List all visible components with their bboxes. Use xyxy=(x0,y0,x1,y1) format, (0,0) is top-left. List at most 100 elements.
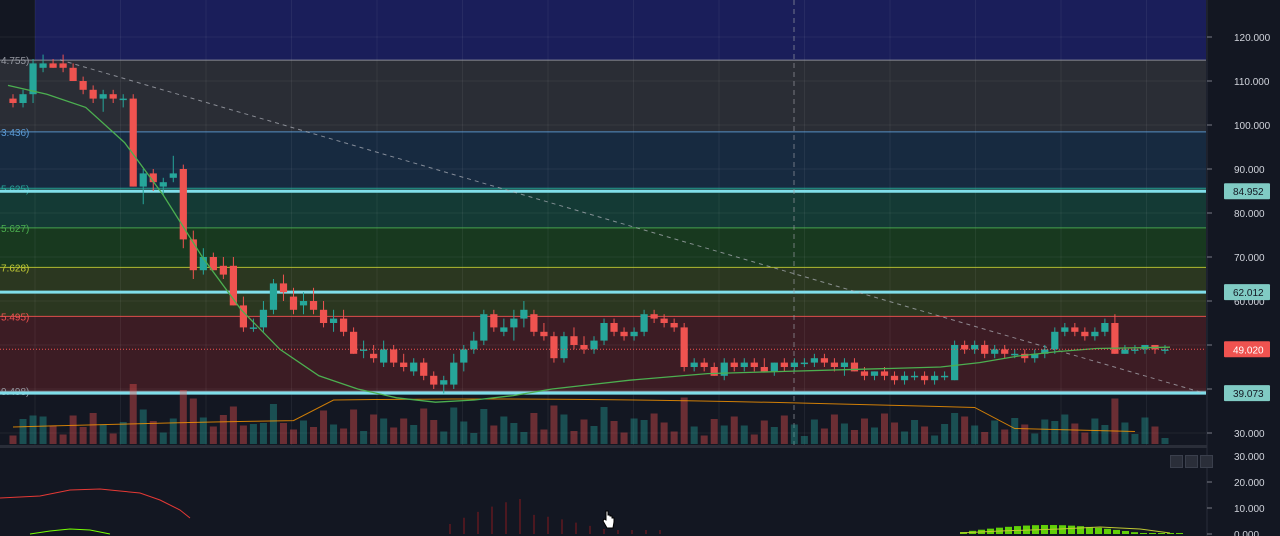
candle-body xyxy=(430,375,438,385)
pane-maximize-button[interactable] xyxy=(1170,455,1183,468)
volume-bar xyxy=(279,423,287,444)
volume-bar xyxy=(1151,426,1159,444)
volume-bar xyxy=(340,428,348,444)
candle-body xyxy=(680,327,688,367)
volume-bar xyxy=(129,384,137,444)
oscillator-histogram-green xyxy=(1086,526,1093,534)
volume-bar xyxy=(570,431,578,444)
volume-bar xyxy=(229,406,237,444)
candle-body xyxy=(1061,327,1069,332)
oscillator-histogram-green xyxy=(1104,528,1111,534)
candle-body xyxy=(920,375,929,381)
volume-bar xyxy=(69,415,77,444)
volume-bar xyxy=(1091,418,1099,444)
fib-label: 7.628) xyxy=(1,263,29,274)
pane-minimize-button[interactable] xyxy=(1185,455,1198,468)
oscillator-red-line xyxy=(0,488,191,519)
volume-bar xyxy=(470,433,478,444)
volume-bar xyxy=(139,409,147,444)
candle-body xyxy=(1071,327,1079,332)
volume-bar xyxy=(500,416,508,444)
candle-body xyxy=(610,323,618,332)
price-badge-label: 62.012 xyxy=(1233,288,1264,299)
candle-body xyxy=(1121,349,1129,354)
candle-body xyxy=(1101,323,1109,332)
price-axis-label: 120.000 xyxy=(1234,33,1271,44)
candle-body xyxy=(370,353,378,359)
volume-bar xyxy=(1031,433,1039,444)
candle-body xyxy=(560,336,568,359)
candle-body xyxy=(670,323,678,328)
candle-body xyxy=(910,375,919,378)
pane-close-button[interactable] xyxy=(1200,455,1213,468)
candle-body xyxy=(600,323,608,341)
candle-body xyxy=(69,67,77,81)
volume-bar xyxy=(49,425,57,444)
fib-label: 5.495) xyxy=(1,312,29,323)
candle-body xyxy=(1131,349,1139,351)
fib-zone-1 xyxy=(0,131,1206,189)
candle-body xyxy=(660,318,668,323)
fib-label: 5.627) xyxy=(1,224,29,235)
volume-bar xyxy=(249,424,257,444)
candle-body xyxy=(971,345,979,350)
volume-bar xyxy=(550,405,558,444)
oscillator-axis-label: 0.000 xyxy=(1234,530,1259,536)
oscillator-axis-label: 30.000 xyxy=(1234,452,1265,463)
candle-body xyxy=(760,367,768,372)
oscillator-histogram-green xyxy=(1059,525,1066,534)
candle-body xyxy=(930,375,939,381)
candle-body xyxy=(440,380,448,385)
candle-body xyxy=(740,362,748,367)
volume-bar xyxy=(430,420,438,444)
volume-bar xyxy=(820,428,828,444)
volume-bar xyxy=(420,408,428,444)
volume-bar xyxy=(1081,432,1089,444)
volume-bar xyxy=(1161,438,1169,444)
candle-body xyxy=(470,340,478,350)
candle-body xyxy=(720,362,728,376)
volume-bar xyxy=(259,423,267,444)
volume-bar xyxy=(830,414,838,444)
volume-bar xyxy=(911,420,919,444)
fib-zone-2 xyxy=(0,188,1206,228)
volume-bar xyxy=(199,417,207,444)
candle-body xyxy=(219,265,227,275)
volume-bar xyxy=(1021,424,1029,444)
candle-body xyxy=(480,314,488,341)
volume-bar xyxy=(189,398,197,444)
candle-body xyxy=(510,318,518,328)
price-badge-label: 84.952 xyxy=(1233,187,1264,198)
candle-body xyxy=(279,283,288,293)
volume-bar xyxy=(720,425,728,444)
candle-body xyxy=(750,362,758,367)
volume-bar xyxy=(219,415,227,444)
candle-body xyxy=(289,296,298,310)
trendline xyxy=(59,59,1206,394)
candle-body xyxy=(119,98,127,101)
candle-body xyxy=(139,173,147,187)
oscillator-signal-line xyxy=(959,526,1171,534)
volume-bar xyxy=(971,425,979,444)
volume-bar xyxy=(169,418,177,444)
oscillator-histogram-green xyxy=(1158,533,1165,534)
candle-body xyxy=(880,371,889,376)
volume-bar xyxy=(800,436,808,444)
candle-body xyxy=(390,349,398,363)
volume-bar xyxy=(440,431,448,444)
candle-body xyxy=(730,362,738,367)
candle-body xyxy=(810,358,818,363)
candle-body xyxy=(650,314,658,319)
fib-zone-0 xyxy=(0,60,1206,132)
volume-bar xyxy=(480,409,488,444)
candle-body xyxy=(339,318,348,332)
volume-bar xyxy=(1041,419,1049,444)
candle-body xyxy=(860,371,869,376)
price-badge xyxy=(1224,385,1270,402)
candle-body xyxy=(961,345,969,350)
candle-body xyxy=(1031,353,1039,359)
candle-body xyxy=(229,265,237,306)
volume-bar xyxy=(730,416,738,444)
volume-bar xyxy=(750,434,758,444)
